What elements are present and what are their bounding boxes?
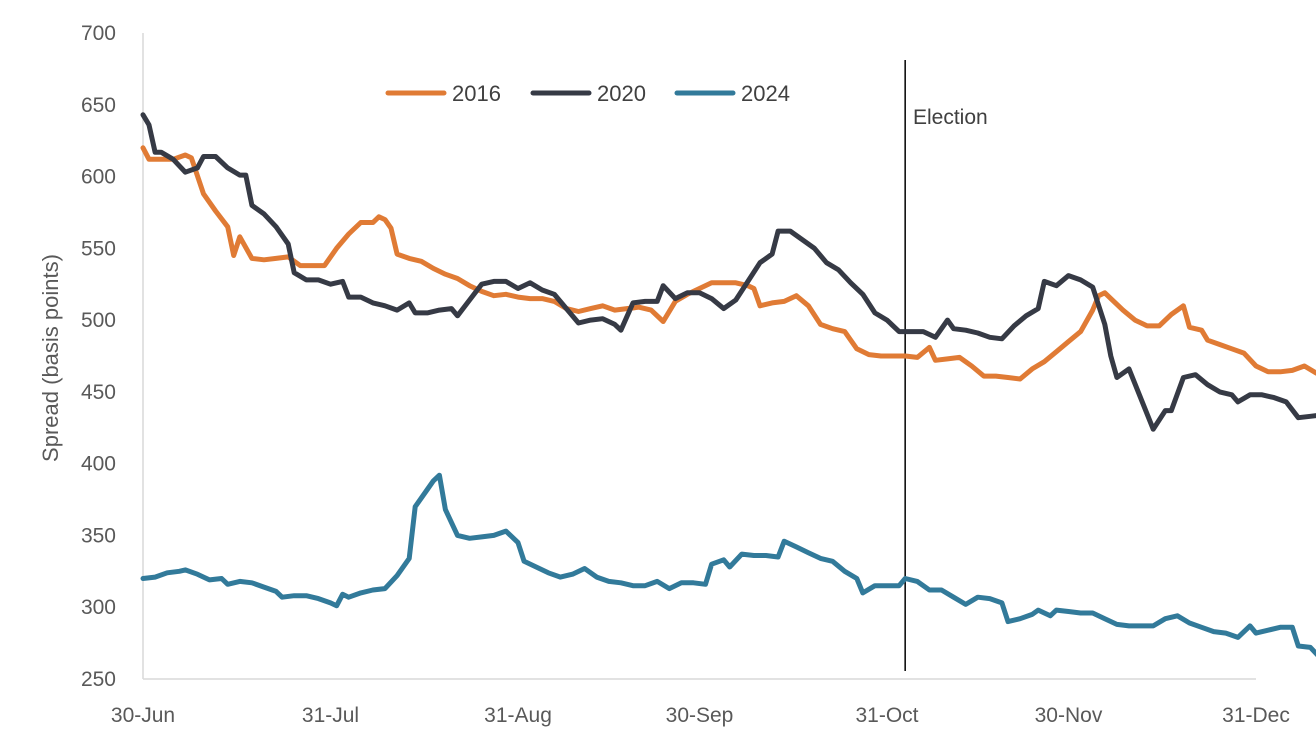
- y-tick-label: 550: [81, 237, 116, 260]
- legend-label-2016: 2016: [452, 81, 501, 106]
- y-tick-label: 600: [81, 166, 116, 189]
- series-line-2016: [140, 145, 1316, 382]
- x-tick-label: 30-Jun: [111, 704, 175, 727]
- y-tick-label: 500: [81, 309, 116, 332]
- x-tick-label: 30-Nov: [1035, 704, 1103, 727]
- y-tick-label: 250: [81, 668, 116, 691]
- legend-label-2020: 2020: [597, 81, 646, 106]
- x-tick-label: 31-Dec: [1222, 704, 1290, 727]
- y-tick-label: 400: [81, 453, 116, 476]
- y-tick-label: 650: [81, 94, 116, 117]
- y-tick-label: 700: [81, 22, 116, 45]
- series-line-2020: [140, 112, 1316, 432]
- election-label: Election: [913, 106, 988, 129]
- x-tick-label: 31-Aug: [484, 704, 552, 727]
- legend: 2016 2020 2024: [385, 81, 790, 106]
- x-tick-label: 31-Jul: [302, 704, 359, 727]
- x-tick-label: 30-Sep: [666, 704, 734, 727]
- legend-label-2024: 2024: [741, 81, 790, 106]
- x-tick-label: 31-Oct: [856, 704, 919, 727]
- y-tick-label: 350: [81, 524, 116, 547]
- series-line-2024: [140, 472, 1316, 658]
- y-axis-label: Spread (basis points): [38, 254, 63, 462]
- series-layer: [140, 112, 1316, 658]
- y-tick-label: 300: [81, 596, 116, 619]
- y-tick-label: 450: [81, 381, 116, 404]
- axes-layer: 250 300 350 400 450 500 550 600 650 700 30-Jun 31-J…: [81, 22, 1290, 727]
